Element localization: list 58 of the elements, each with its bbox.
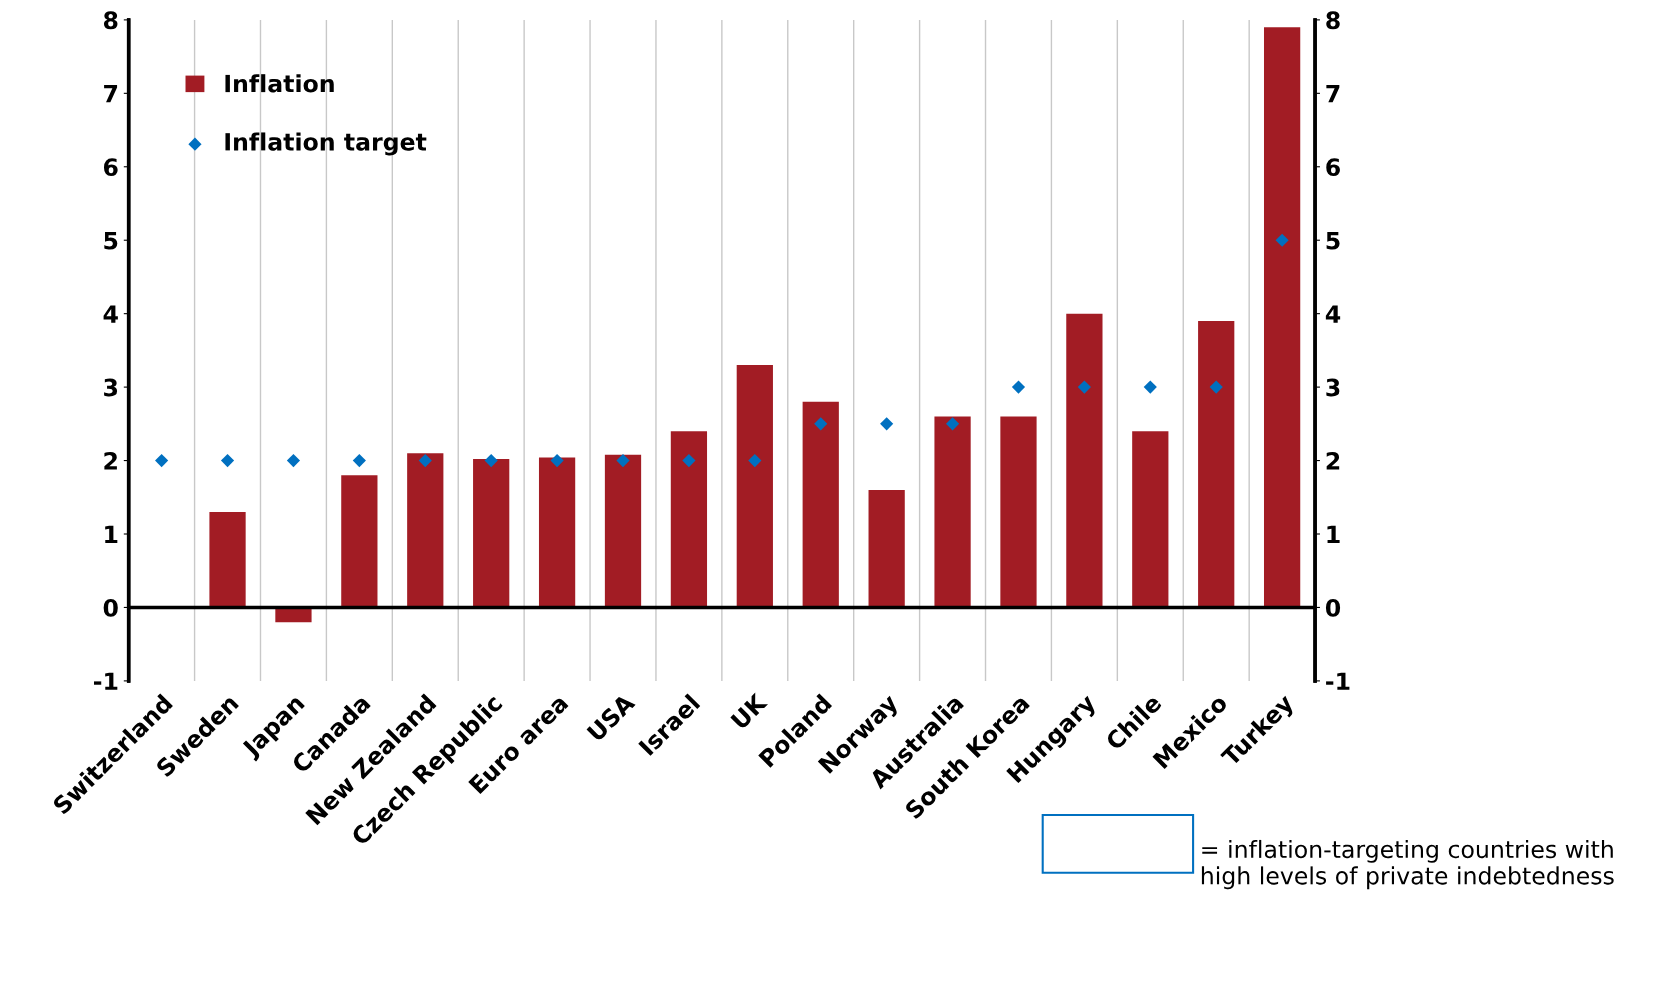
point: [945, 417, 960, 431]
y-tick-label: -1: [94, 672, 118, 690]
point: [1275, 233, 1289, 247]
point: [748, 453, 762, 468]
bar: [407, 453, 444, 608]
point: [550, 453, 564, 468]
point: [484, 453, 498, 468]
bar: [604, 454, 642, 608]
y-tick-label: 7: [104, 85, 118, 103]
point: [1209, 380, 1223, 394]
bar: [1066, 313, 1103, 608]
bar: [670, 431, 708, 608]
legend-label: Inflation: [225, 74, 334, 93]
y2-tick-label: 7: [1326, 85, 1340, 103]
y2-tick-label: 4: [1325, 305, 1341, 323]
point: [814, 417, 828, 431]
y2-tick-label: -1: [1326, 672, 1350, 690]
y-tick-label: 5: [104, 231, 118, 250]
bar: [1000, 416, 1037, 608]
y-tick-label: 6: [103, 158, 118, 177]
y2-tick-label: 5: [1326, 231, 1340, 250]
legend-label: Inflation target: [225, 132, 427, 156]
y-tick-label: 1: [105, 525, 118, 543]
text: = inflation-targeting countries with high levels of private indebtedness: [1201, 839, 1614, 890]
point: [880, 417, 894, 431]
point: [220, 453, 235, 468]
point: [155, 453, 169, 468]
y2-tick-label: 3: [1326, 378, 1340, 397]
y2-tick-label: 0: [1325, 598, 1341, 617]
point: [418, 453, 432, 468]
y-tick-label: 8: [103, 11, 118, 30]
y-tick-label: 3: [104, 378, 118, 397]
bar: [473, 459, 510, 608]
y2-tick-label: 8: [1326, 11, 1340, 30]
point: [352, 453, 366, 468]
bar: [209, 511, 246, 608]
bar: [934, 416, 971, 608]
point: [682, 453, 696, 468]
bar: [1264, 27, 1301, 608]
bar: [275, 607, 312, 623]
bar: [736, 365, 773, 608]
y-tick-label: 0: [103, 598, 118, 617]
y2-tick-label: 2: [1326, 452, 1340, 470]
bar: [1132, 431, 1169, 608]
point: [616, 453, 630, 468]
bar: [538, 457, 576, 608]
y2-tick-label: 6: [1326, 158, 1340, 177]
bar: [802, 401, 839, 608]
bar: [341, 475, 378, 608]
point: [1143, 380, 1157, 394]
bar: [868, 489, 905, 608]
y2-tick-label: 1: [1327, 525, 1340, 543]
y-tick-label: 4: [103, 305, 118, 323]
bar: [1198, 321, 1235, 608]
point: [1011, 380, 1026, 394]
point: [1077, 380, 1091, 394]
y-tick-label: 2: [104, 452, 117, 470]
point: [286, 453, 301, 468]
